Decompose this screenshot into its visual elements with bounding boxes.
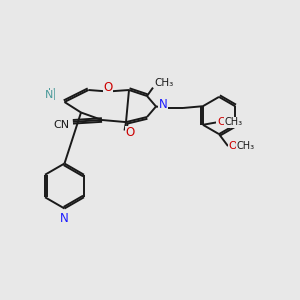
Text: CH₃: CH₃ (225, 117, 243, 128)
Text: H: H (48, 88, 56, 98)
Text: O: O (229, 141, 237, 151)
Text: O: O (126, 126, 135, 140)
Text: H: H (48, 92, 56, 103)
Text: CH₃: CH₃ (236, 141, 254, 151)
Text: N: N (158, 98, 167, 111)
Text: CN: CN (54, 119, 70, 130)
Text: N: N (59, 212, 68, 225)
Text: CH₃: CH₃ (154, 78, 174, 88)
Text: O: O (103, 81, 112, 94)
Text: N: N (45, 90, 53, 100)
Text: O: O (217, 117, 226, 128)
